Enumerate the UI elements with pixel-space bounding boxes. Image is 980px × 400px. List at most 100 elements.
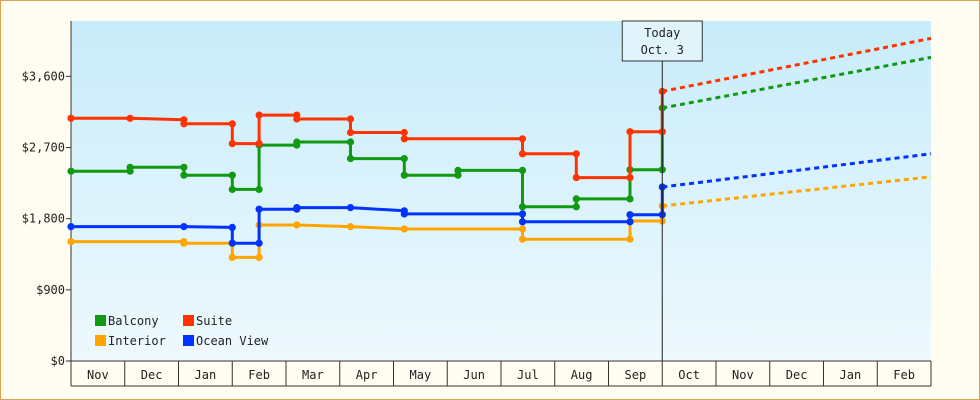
balcony-point bbox=[400, 155, 408, 163]
suite-point bbox=[400, 128, 408, 137]
suite-point bbox=[518, 135, 527, 143]
suite-point bbox=[626, 174, 634, 182]
balcony-point bbox=[454, 166, 462, 174]
y-tick-label: $900 bbox=[36, 283, 65, 297]
suite-point bbox=[255, 140, 263, 148]
interior-point bbox=[255, 253, 263, 261]
ocean-view-point bbox=[228, 223, 236, 231]
balcony-point bbox=[518, 166, 527, 174]
ocean-view-point bbox=[293, 204, 301, 212]
month-label: Oct bbox=[678, 368, 700, 382]
ocean-view-point bbox=[626, 211, 634, 219]
month-label: May bbox=[410, 368, 432, 382]
month-label: Apr bbox=[356, 368, 378, 382]
suite-point bbox=[293, 115, 301, 123]
balcony-point bbox=[180, 163, 188, 171]
balcony-point bbox=[180, 171, 188, 179]
month-label: Mar bbox=[302, 368, 324, 382]
legend-swatch-ocean-view bbox=[183, 335, 194, 346]
suite-point bbox=[626, 128, 634, 136]
balcony-point bbox=[346, 138, 355, 146]
interior-point bbox=[228, 253, 236, 261]
month-label: Jun bbox=[463, 368, 485, 382]
interior-forecast-line bbox=[662, 175, 932, 208]
suite-point bbox=[346, 115, 355, 123]
balcony-point bbox=[126, 163, 134, 171]
balcony-point bbox=[255, 185, 263, 193]
ocean-view-forecast-line bbox=[662, 152, 932, 189]
balcony-point bbox=[346, 155, 355, 163]
suite-point bbox=[126, 114, 134, 122]
y-tick-label: $1,800 bbox=[22, 212, 65, 226]
balcony-point bbox=[67, 167, 75, 175]
interior-point bbox=[67, 238, 75, 246]
ocean-view-point bbox=[346, 204, 355, 212]
balcony-point bbox=[293, 138, 301, 146]
legend-label-balcony: Balcony bbox=[108, 314, 159, 328]
balcony-point bbox=[400, 171, 408, 179]
legend-label-interior: Interior bbox=[108, 334, 166, 348]
legend-label-suite: Suite bbox=[196, 314, 232, 328]
month-label: Jul bbox=[517, 368, 539, 382]
balcony-point bbox=[228, 185, 236, 193]
interior-point bbox=[293, 221, 301, 229]
plot-background bbox=[71, 21, 931, 361]
legend-swatch-interior bbox=[95, 335, 106, 346]
month-label: Aug bbox=[571, 368, 593, 382]
balcony-point bbox=[228, 171, 236, 179]
balcony-forecast-line bbox=[662, 55, 932, 110]
ocean-view-point bbox=[518, 210, 527, 218]
interior-point bbox=[400, 225, 408, 233]
month-label: Dec bbox=[786, 368, 808, 382]
ocean-view-point bbox=[255, 239, 263, 247]
suite-forecast-line bbox=[662, 36, 932, 93]
suite-point bbox=[255, 111, 263, 119]
today-label: Today bbox=[644, 26, 680, 40]
suite-point bbox=[228, 120, 236, 128]
legend-label-ocean-view: Ocean View bbox=[196, 334, 269, 348]
suite-point bbox=[180, 120, 188, 128]
ocean-view-point bbox=[518, 218, 527, 226]
suite-point bbox=[518, 150, 527, 158]
month-label: Sep bbox=[625, 368, 647, 382]
interior-point bbox=[626, 235, 634, 243]
suite-point bbox=[228, 140, 236, 148]
suite-point bbox=[572, 150, 580, 158]
today-callout-box bbox=[621, 20, 703, 62]
balcony-point bbox=[518, 203, 527, 211]
suite-point bbox=[572, 174, 580, 182]
month-label: Nov bbox=[732, 368, 754, 382]
ocean-view-point bbox=[626, 218, 634, 226]
legend-swatch-suite bbox=[183, 315, 194, 326]
month-label: Dec bbox=[141, 368, 163, 382]
y-tick-label: $2,700 bbox=[22, 141, 65, 155]
month-label: Feb bbox=[248, 368, 270, 382]
ocean-view-point bbox=[67, 223, 75, 231]
ocean-view-point bbox=[255, 205, 263, 213]
legend-swatch-balcony bbox=[95, 315, 106, 326]
month-label: Jan bbox=[195, 368, 217, 382]
today-date: Oct. 3 bbox=[641, 43, 684, 57]
interior-point bbox=[346, 223, 355, 231]
interior-point bbox=[518, 225, 527, 233]
y-tick-label: $0 bbox=[51, 354, 65, 368]
y-tick-label: $3,600 bbox=[22, 69, 65, 83]
ocean-view-point bbox=[228, 239, 236, 247]
month-label: Nov bbox=[87, 368, 109, 382]
interior-point bbox=[518, 235, 527, 243]
suite-series-line bbox=[71, 91, 664, 180]
ocean-view-point bbox=[180, 223, 188, 231]
interior-point bbox=[180, 239, 188, 247]
month-label: Feb bbox=[893, 368, 915, 382]
suite-point bbox=[67, 114, 75, 122]
balcony-point bbox=[572, 203, 580, 211]
suite-point bbox=[400, 135, 408, 143]
month-label: Jan bbox=[840, 368, 862, 382]
suite-point bbox=[346, 128, 355, 137]
interior-series-line bbox=[71, 206, 664, 259]
balcony-point bbox=[572, 195, 580, 203]
balcony-point bbox=[626, 195, 634, 203]
ocean-view-point bbox=[400, 210, 408, 218]
